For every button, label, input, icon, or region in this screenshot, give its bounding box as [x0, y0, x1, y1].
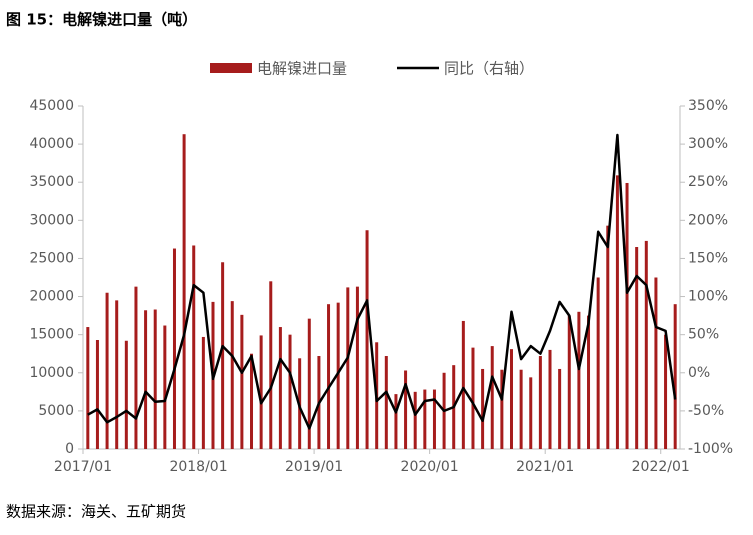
y2-tick-label: 50%: [688, 327, 719, 343]
bar: [567, 315, 571, 449]
bar: [481, 368, 485, 449]
bar: [86, 327, 90, 449]
bar: [509, 349, 513, 449]
bar: [115, 300, 119, 449]
chart-title: 图 15：电解镍进口量（吨）: [6, 11, 197, 29]
bar: [490, 346, 494, 449]
bar: [278, 327, 282, 449]
y-tick-label: 20000: [29, 289, 74, 305]
bar: [625, 182, 629, 450]
bar: [404, 370, 408, 449]
bar: [327, 304, 331, 449]
legend-swatch: [210, 63, 252, 73]
y-tick-label: 5000: [38, 403, 74, 419]
legend-label: 同比（右轴）: [444, 60, 534, 78]
bar: [519, 369, 523, 449]
y-tick-label: 30000: [29, 212, 74, 228]
y2-tick-label: -50%: [688, 403, 724, 419]
y-tick-label: 10000: [29, 365, 74, 381]
y-tick-label: 45000: [29, 98, 74, 114]
line: [87, 133, 677, 430]
bar: [134, 286, 138, 449]
y-tick-label: 25000: [29, 250, 74, 266]
y-tick-label: 35000: [29, 174, 74, 190]
bar: [673, 304, 677, 449]
bar: [172, 248, 176, 449]
y2-tick-label: 100%: [688, 289, 728, 305]
bar: [615, 175, 619, 449]
bar: [288, 334, 292, 449]
bar: [664, 334, 668, 449]
bar: [250, 353, 254, 449]
bar: [365, 230, 369, 449]
x-tick-label: 2021/01: [516, 459, 574, 475]
x-tick-label: 2022/01: [632, 459, 690, 475]
bar: [548, 349, 552, 449]
source-note: 数据来源：海关、五矿期货: [6, 503, 186, 521]
bar: [635, 247, 639, 449]
y-tick-label: 0: [65, 441, 74, 457]
bar: [500, 369, 504, 449]
x-tick-label: 2019/01: [285, 459, 343, 475]
bar: [182, 134, 186, 450]
bar: [163, 325, 167, 449]
y2-tick-label: 250%: [688, 174, 728, 190]
bar: [538, 356, 542, 449]
bar: [654, 277, 658, 449]
bar: [413, 391, 417, 449]
bar: [529, 377, 533, 449]
bar: [240, 314, 244, 449]
y2-tick-label: 300%: [688, 136, 728, 152]
bar: [423, 389, 427, 449]
bar: [577, 311, 581, 449]
x-tick-label: 2018/01: [169, 459, 227, 475]
bar: [471, 347, 475, 449]
bar: [192, 245, 196, 449]
bar: [230, 301, 234, 449]
bar: [346, 287, 350, 449]
y-tick-label: 40000: [29, 136, 74, 152]
bar: [336, 302, 340, 449]
bar: [384, 356, 388, 449]
bar: [201, 336, 205, 449]
bar: [124, 340, 128, 449]
y2-tick-label: -100%: [688, 441, 733, 457]
bar: [95, 340, 99, 449]
bar: [105, 292, 109, 449]
bar: [432, 389, 436, 449]
x-tick-label: 2020/01: [401, 459, 459, 475]
y2-tick-label: 150%: [688, 250, 728, 266]
bar: [144, 310, 148, 449]
bar: [394, 394, 398, 449]
bar: [259, 335, 263, 449]
bar: [153, 309, 157, 449]
bar: [355, 286, 359, 449]
y2-tick-label: 200%: [688, 212, 728, 228]
bar: [461, 320, 465, 449]
y-tick-label: 15000: [29, 327, 74, 343]
bar: [606, 225, 610, 449]
bar: [644, 240, 648, 449]
legend-label: 电解镍进口量: [257, 60, 347, 78]
bar: [269, 281, 273, 449]
bar: [221, 262, 225, 449]
bar: [596, 277, 600, 449]
y2-tick-label: 350%: [688, 98, 728, 114]
bar: [307, 318, 311, 449]
y2-tick-label: 0%: [688, 365, 710, 381]
bar: [558, 368, 562, 449]
x-tick-label: 2017/01: [54, 459, 112, 475]
bar: [587, 315, 591, 449]
